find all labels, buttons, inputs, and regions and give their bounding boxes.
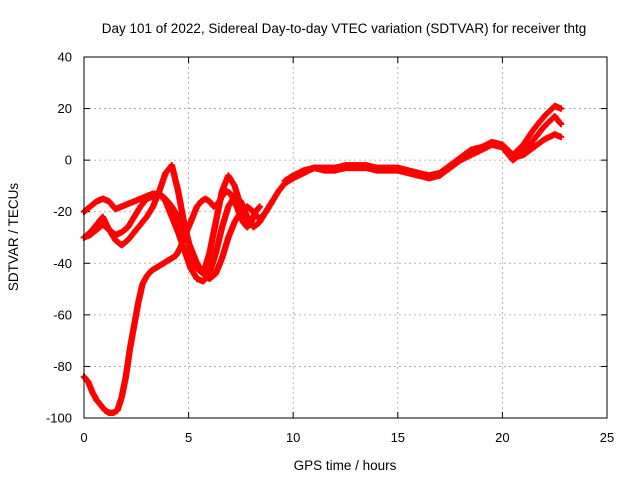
grid [84, 57, 607, 418]
x-tick-label: 15 [391, 430, 405, 445]
axis-ticks: 0 5 10 15 20 25 40 20 0 -20 -40 -60 -80 -100 [46, 50, 614, 446]
y-tick-label: 0 [65, 153, 72, 168]
plot-frame [83, 56, 608, 419]
y-tick-label: -40 [53, 256, 72, 271]
x-tick-label: 20 [495, 430, 509, 445]
x-tick-label: 5 [185, 430, 192, 445]
series-3 [80, 187, 263, 417]
chart-title: Day 101 of 2022, Sidereal Day-to-day VTE… [102, 21, 586, 36]
x-axis-label: GPS time / hours [294, 458, 397, 473]
y-tick-label: 40 [58, 50, 72, 65]
series-6 [509, 131, 565, 161]
data-points [80, 102, 565, 417]
y-tick-label: 20 [58, 101, 72, 116]
y-tick-label: -60 [53, 307, 72, 322]
y-tick-label: -100 [46, 411, 72, 426]
series-5 [281, 102, 565, 187]
series-2 [80, 162, 257, 277]
x-tick-label: 0 [80, 430, 87, 445]
data-point [269, 198, 276, 205]
y-tick-label: -80 [53, 359, 72, 374]
data-point [557, 120, 565, 128]
x-tick-label: 10 [286, 430, 300, 445]
data-point [557, 105, 565, 112]
x-tick-label: 25 [600, 430, 614, 445]
data-point [256, 203, 263, 210]
y-tick-label: -20 [53, 204, 72, 219]
data-point [557, 133, 565, 141]
y-axis-label: SDTVAR / TECUs [6, 183, 21, 292]
